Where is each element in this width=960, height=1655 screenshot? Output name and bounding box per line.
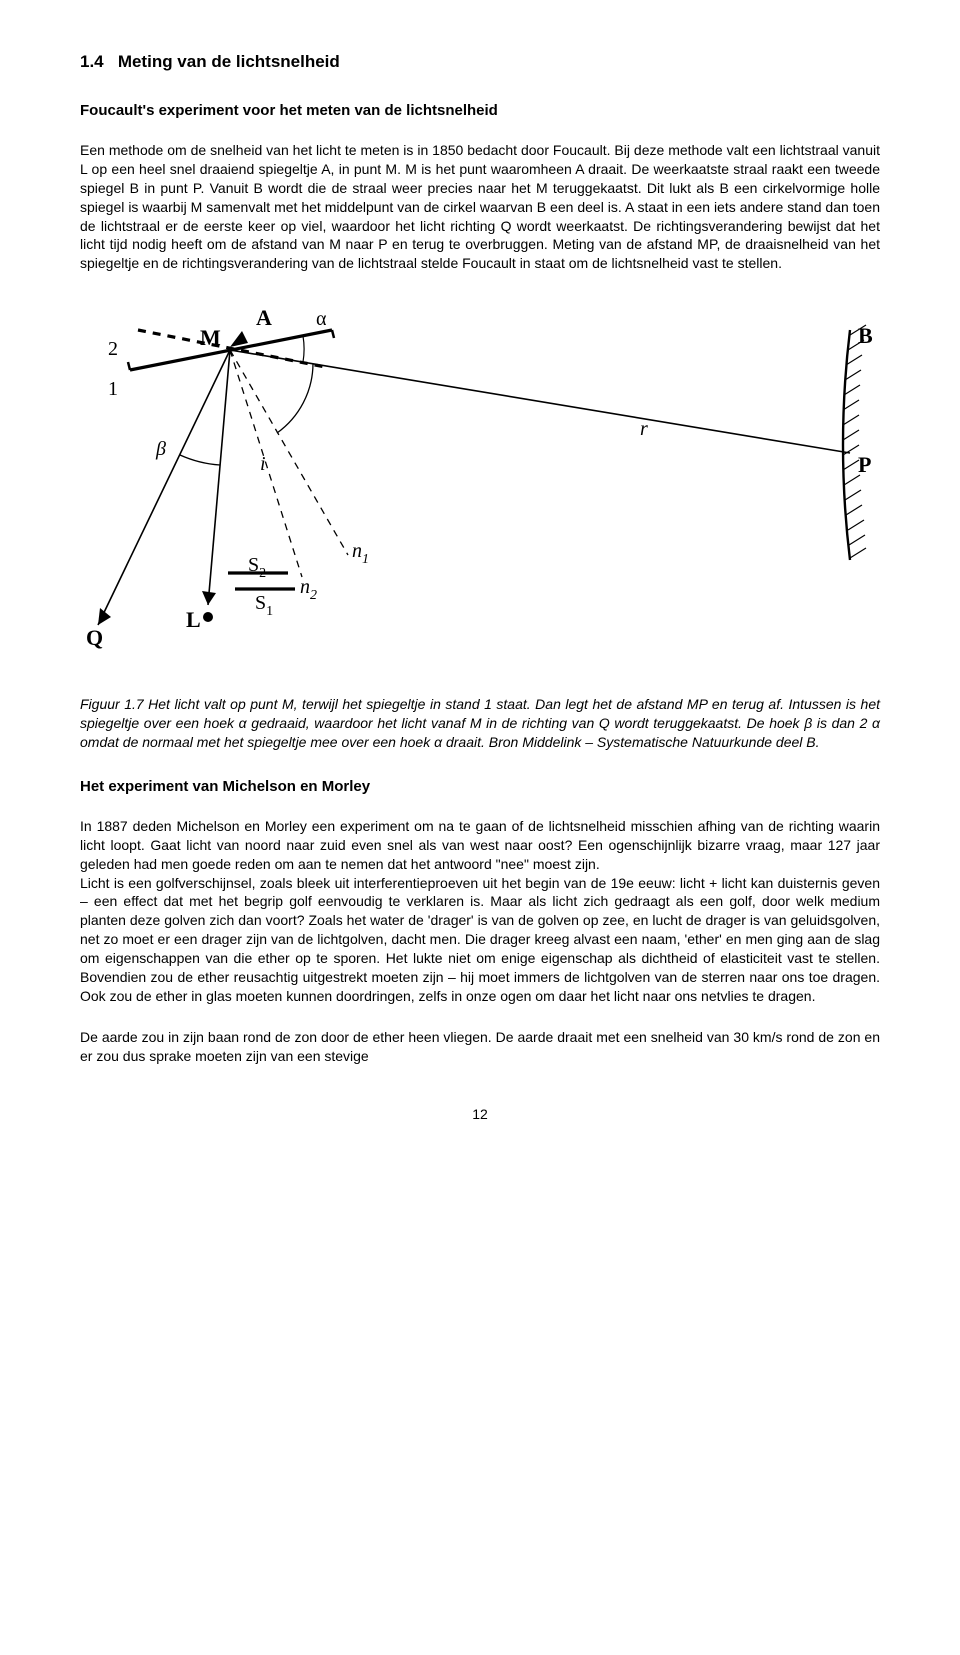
label-B: B	[858, 323, 873, 348]
label-n1: n1	[352, 540, 369, 567]
label-P: P	[858, 452, 871, 477]
section-title-text: Meting van de lichtsnelheid	[118, 52, 340, 71]
label-two: 2	[108, 338, 118, 360]
label-n2: n2	[300, 576, 317, 603]
label-M: M	[200, 325, 221, 350]
label-S1: S1	[255, 592, 273, 619]
subsection-1-title: Foucault's experiment voor het meten van…	[80, 102, 880, 119]
label-Q: Q	[86, 625, 103, 650]
label-r: r	[640, 418, 648, 440]
label-beta: β	[155, 438, 166, 460]
subsection-2-paragraph-1: In 1887 deden Michelson en Morley een ex…	[80, 817, 880, 1006]
label-i: i	[260, 453, 266, 475]
label-A: A	[256, 305, 272, 330]
figure-caption: Figuur 1.7 Het licht valt op punt M, ter…	[80, 695, 880, 752]
subsection-2-paragraph-2: De aarde zou in zijn baan rond de zon do…	[80, 1028, 880, 1066]
page-number: 12	[80, 1106, 880, 1122]
subsection-1-paragraph: Een methode om de snelheid van het licht…	[80, 141, 880, 273]
label-alpha: α	[316, 308, 327, 330]
label-one: 1	[108, 378, 118, 400]
label-L: L	[186, 607, 201, 632]
section-number: 1.4	[80, 52, 104, 71]
section-heading: 1.4 Meting van de lichtsnelheid	[80, 52, 880, 72]
subsection-2-title: Het experiment van Michelson en Morley	[80, 778, 880, 795]
label-S2: S2	[248, 554, 266, 581]
figure-foucault: α A M 2 1 r	[80, 295, 880, 675]
